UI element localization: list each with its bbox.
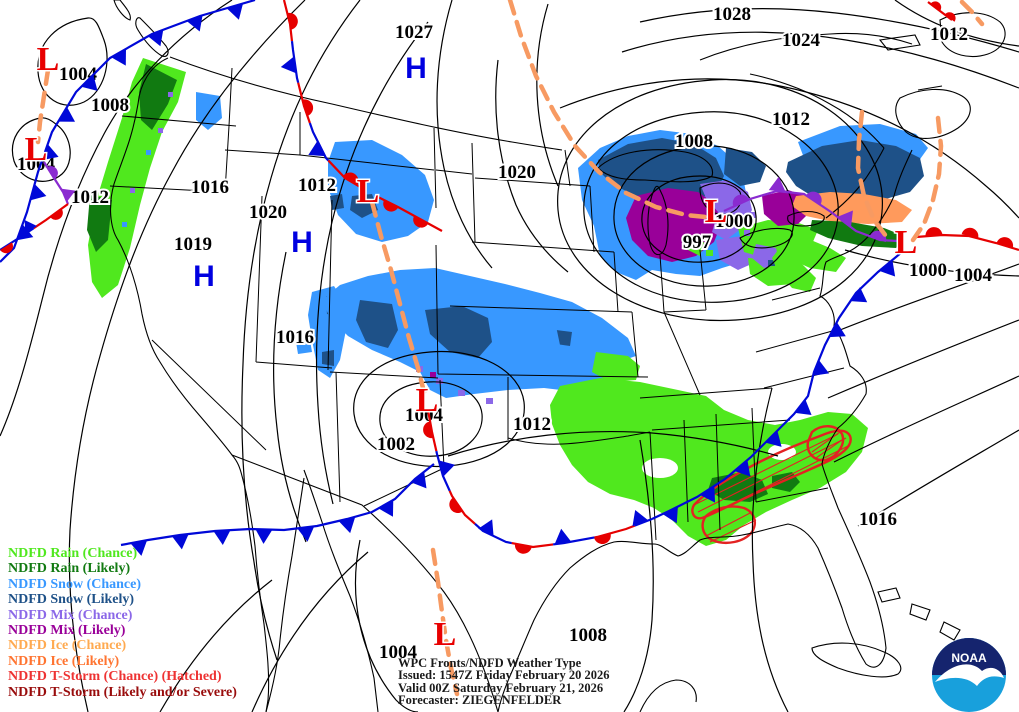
pressure-label: 1008 <box>91 95 129 116</box>
pressure-label: 1016 <box>276 327 314 348</box>
low-pressure-center: L <box>434 616 457 653</box>
high-pressure-center: H <box>291 226 313 259</box>
stationary-front <box>0 203 69 254</box>
pressure-label: 1020 <box>498 162 536 183</box>
cold-front <box>120 463 435 556</box>
pressure-label: 1012 <box>71 187 109 208</box>
pressure-label: 1004 <box>954 265 993 286</box>
pressure-label: 1016 <box>859 509 897 530</box>
forecast-info-line: Forecaster: ZIEGENFELDER <box>398 692 562 707</box>
pressure-label: 1000 <box>909 260 947 281</box>
legend-item: NDFD T-Storm (Likely and/or Severe) <box>8 684 237 700</box>
legend-item: NDFD Snow (Chance) <box>8 576 141 592</box>
trough-front <box>430 547 460 697</box>
front-layer <box>0 0 1019 697</box>
low-pressure-center: L <box>37 41 60 78</box>
trough-front <box>507 0 709 220</box>
legend-item: NDFD Rain (Likely) <box>8 561 131 577</box>
low-pressure-center: L <box>416 382 439 419</box>
cold-front <box>651 251 903 524</box>
legend-item: NDFD Mix (Chance) <box>8 607 133 623</box>
forecast-info-line: Valid 00Z Saturday February 21, 2026 <box>398 680 604 695</box>
cold-front <box>0 0 256 263</box>
low-pressure-center: L <box>25 131 48 168</box>
pressure-label: 997 <box>683 232 712 253</box>
pressure-label: 1000 <box>715 211 753 232</box>
low-pressure-center: L <box>357 173 380 210</box>
occluded-front <box>43 161 76 205</box>
stationary-front <box>423 409 653 554</box>
stationary-front <box>280 0 363 189</box>
pressure-label: 1019 <box>174 234 212 255</box>
trough-front <box>855 109 889 239</box>
noaa-logo: NOAA <box>932 638 1006 712</box>
occluded-front <box>723 176 898 243</box>
forecast-info-line: WPC Fronts/NDFD Weather Type <box>398 656 582 670</box>
tstorm-outline-layer <box>691 425 852 544</box>
pressure-label: 1002 <box>377 434 415 455</box>
warm-front <box>375 195 443 232</box>
pressure-label-layer: 1004 1008 1004 1012 1016 1020 1019 1012 1027 1020… <box>15 2 995 665</box>
pressure-label: 1008 <box>569 625 607 646</box>
warm-front <box>915 227 1019 252</box>
pressure-label: 1024 <box>782 30 821 51</box>
legend-item: NDFD Ice (Likely) <box>8 653 120 669</box>
pressure-label: 1004 <box>379 642 418 663</box>
trough-front <box>369 199 427 395</box>
trough-front <box>35 67 51 145</box>
pressure-center-layer: H H H L L L L L L L <box>23 40 919 655</box>
pressure-label: 1016 <box>191 177 229 198</box>
pressure-label: 1028 <box>713 4 751 25</box>
low-pressure-center: L <box>705 193 728 230</box>
pressure-label: 1020 <box>249 202 287 223</box>
trough-front <box>959 0 985 27</box>
high-pressure-center: H <box>405 52 427 85</box>
pressure-label: 1012 <box>298 175 336 196</box>
forecast-info-line: Issued: 1547Z Friday February 20 2026 <box>398 668 610 683</box>
pressure-label: 1008 <box>675 131 713 152</box>
noaa-logo-text: NOAA <box>951 651 987 665</box>
precip-shading-layer <box>87 58 928 546</box>
low-pressure-center: L <box>895 224 918 261</box>
pressure-label: 1004 <box>405 405 444 426</box>
warm-front <box>927 1 956 22</box>
legend-item: NDFD Mix (Likely) <box>8 623 126 639</box>
legend: NDFD Rain (Chance) NDFD Rain (Likely) NDFD… <box>8 546 237 700</box>
legend-item: NDFD Snow (Likely) <box>8 592 135 608</box>
legend-item: NDFD Ice (Chance) <box>8 638 127 654</box>
pressure-label: 1012 <box>772 109 810 130</box>
forecast-info-block: WPC Fronts/NDFD Weather Type Issued: 1547… <box>398 656 610 707</box>
noaa-logo-top-half <box>932 638 1006 675</box>
legend-item: NDFD Rain (Chance) <box>8 546 138 561</box>
trough-front <box>910 115 944 243</box>
pressure-label: 1027 <box>395 22 434 43</box>
pressure-label: 1012 <box>513 414 551 435</box>
legend-item: NDFD T-Storm (Chance) (Hatched) <box>8 669 222 685</box>
noaa-bird-icon <box>935 664 1004 686</box>
high-pressure-center: H <box>193 260 215 293</box>
pressure-label: 1012 <box>930 24 968 45</box>
